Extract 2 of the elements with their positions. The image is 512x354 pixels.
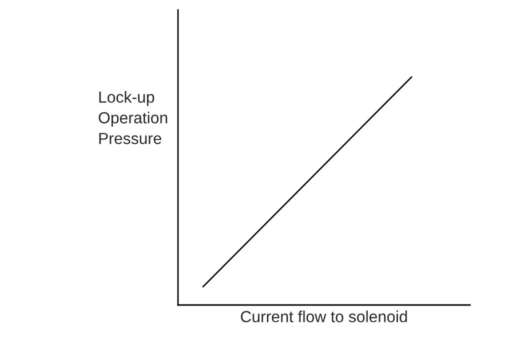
x-axis-title: Current flow to solenoid (240, 310, 407, 322)
y-axis-title: Lock-up Operation Pressure (98, 91, 168, 144)
